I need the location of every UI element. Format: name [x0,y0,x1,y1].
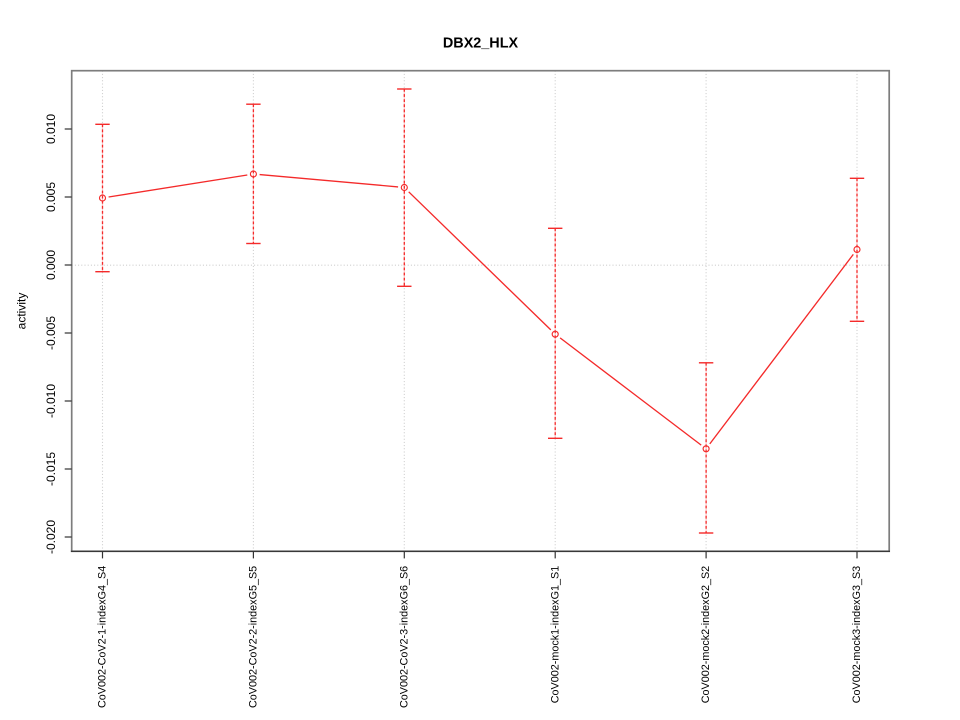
svg-text:0.005: 0.005 [44,182,58,212]
svg-text:DBX2_HLX: DBX2_HLX [443,36,519,52]
svg-text:CoV002-mock3-indexG3_S3: CoV002-mock3-indexG3_S3 [851,566,863,703]
svg-text:-0.020: -0.020 [44,520,58,554]
svg-text:-0.015: -0.015 [44,452,58,486]
svg-text:-0.005: -0.005 [44,316,58,350]
svg-text:0.000: 0.000 [44,250,58,280]
svg-text:CoV002-CoV2-3-indexG6_S6: CoV002-CoV2-3-indexG6_S6 [398,566,410,708]
svg-text:activity: activity [15,293,29,330]
svg-text:CoV002-mock1-indexG1_S1: CoV002-mock1-indexG1_S1 [549,566,561,703]
svg-text:CoV002-CoV2-1-indexG4_S4: CoV002-CoV2-1-indexG4_S4 [97,566,109,708]
svg-text:0.010: 0.010 [44,114,58,144]
svg-text:-0.010: -0.010 [44,384,58,418]
svg-text:CoV002-CoV2-2-indexG5_S5: CoV002-CoV2-2-indexG5_S5 [248,566,260,708]
svg-text:CoV002-mock2-indexG2_S2: CoV002-mock2-indexG2_S2 [700,566,712,703]
